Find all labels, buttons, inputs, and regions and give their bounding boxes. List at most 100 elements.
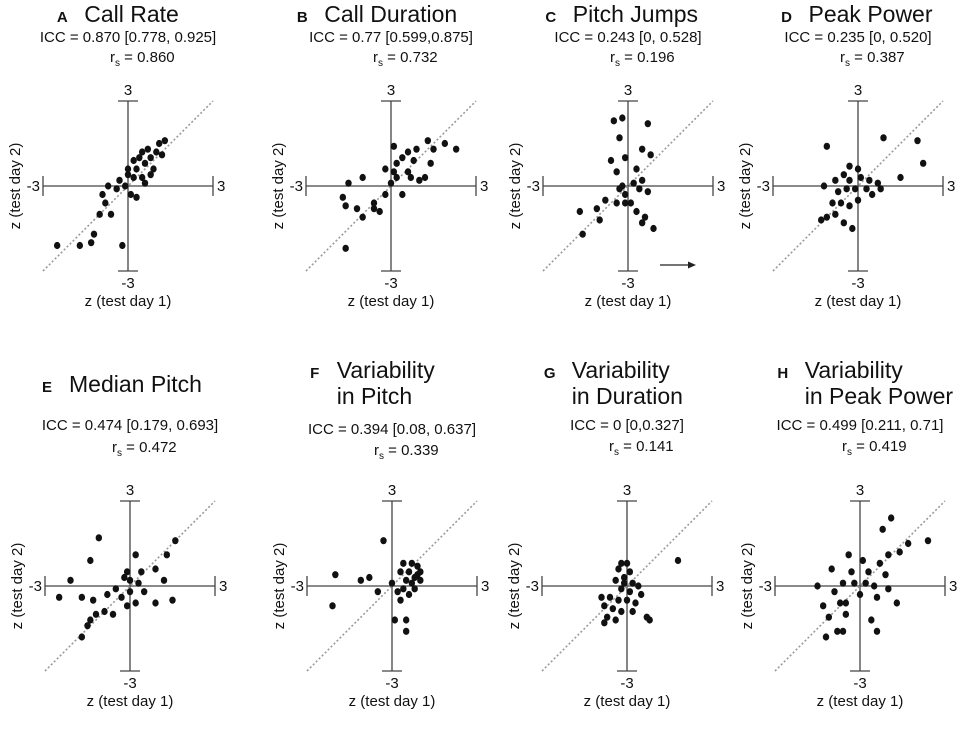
data-point bbox=[834, 627, 841, 635]
tick-label-right: 3 bbox=[949, 578, 957, 595]
data-point bbox=[391, 616, 399, 624]
data-point bbox=[863, 185, 870, 193]
data-point bbox=[862, 579, 869, 587]
data-point bbox=[410, 156, 417, 165]
data-point bbox=[633, 165, 640, 173]
rs-value: rs = 0.339 bbox=[374, 442, 439, 462]
data-point bbox=[382, 165, 389, 173]
data-point bbox=[615, 596, 622, 604]
panel-title-line-1: Variability bbox=[337, 357, 435, 383]
data-point bbox=[846, 202, 853, 210]
data-point bbox=[641, 213, 649, 221]
data-point bbox=[399, 154, 406, 162]
panel-letter: A bbox=[57, 9, 68, 26]
data-point bbox=[638, 219, 646, 227]
data-point bbox=[402, 627, 410, 635]
data-point bbox=[329, 602, 336, 610]
data-point bbox=[424, 137, 432, 145]
data-point bbox=[674, 556, 682, 565]
data-point bbox=[846, 176, 853, 184]
data-point bbox=[914, 137, 921, 145]
data-point bbox=[897, 173, 904, 182]
data-point bbox=[359, 213, 366, 221]
data-point bbox=[874, 179, 882, 187]
data-point bbox=[626, 568, 634, 576]
data-point bbox=[613, 168, 620, 176]
data-point bbox=[96, 210, 103, 218]
tick-label-bottom: -3 bbox=[385, 675, 398, 692]
data-point bbox=[126, 576, 134, 584]
icc-value: ICC = 0.77 [0.599,0.875] bbox=[309, 29, 473, 46]
data-point bbox=[147, 154, 154, 162]
data-point bbox=[854, 165, 862, 173]
data-point bbox=[394, 588, 401, 596]
data-point bbox=[851, 579, 858, 587]
data-point bbox=[393, 173, 400, 182]
data-point bbox=[163, 551, 171, 559]
data-point bbox=[118, 593, 125, 601]
data-point bbox=[130, 173, 137, 182]
tick-label-bottom: -3 bbox=[621, 275, 634, 292]
data-point bbox=[823, 142, 831, 150]
data-point bbox=[132, 551, 139, 559]
data-point bbox=[609, 605, 617, 613]
data-point bbox=[382, 190, 389, 199]
data-point bbox=[644, 188, 652, 196]
x-axis-label: z (test day 1) bbox=[87, 693, 174, 710]
data-point bbox=[598, 593, 605, 601]
data-point bbox=[109, 610, 117, 618]
data-point bbox=[825, 613, 833, 621]
data-point bbox=[380, 537, 387, 545]
data-point bbox=[623, 559, 631, 567]
tick-label-right: 3 bbox=[947, 178, 955, 195]
data-point bbox=[832, 176, 839, 184]
data-point bbox=[893, 599, 901, 607]
y-axis-label: z (test day 2) bbox=[9, 543, 26, 630]
data-point bbox=[121, 182, 129, 190]
data-point bbox=[646, 616, 653, 624]
panel-title: Median Pitch bbox=[69, 371, 202, 397]
data-point bbox=[140, 588, 148, 596]
data-point bbox=[390, 168, 398, 176]
data-point bbox=[840, 171, 848, 179]
y-axis-label: z (test day 2) bbox=[507, 143, 524, 230]
data-point bbox=[390, 142, 398, 150]
data-point bbox=[856, 590, 864, 599]
data-point bbox=[160, 576, 168, 584]
data-point bbox=[896, 548, 903, 556]
data-point bbox=[618, 607, 625, 616]
data-point bbox=[417, 576, 424, 584]
data-point bbox=[601, 619, 608, 627]
data-point bbox=[619, 114, 626, 122]
data-point bbox=[413, 145, 420, 153]
data-point bbox=[601, 602, 608, 610]
y-axis-label: z (test day 2) bbox=[270, 143, 287, 230]
data-point bbox=[158, 151, 166, 159]
data-point bbox=[427, 159, 434, 167]
data-point bbox=[612, 576, 619, 584]
tick-label-left: -3 bbox=[291, 578, 304, 595]
data-point bbox=[839, 627, 847, 635]
data-point bbox=[135, 579, 142, 587]
data-point bbox=[402, 616, 410, 624]
panel-letter: D bbox=[781, 9, 792, 26]
x-axis-label: z (test day 1) bbox=[817, 693, 904, 710]
data-point bbox=[633, 207, 640, 216]
rs-value: rs = 0.732 bbox=[373, 49, 438, 69]
data-point bbox=[837, 199, 845, 207]
tick-label-left: -3 bbox=[290, 178, 303, 195]
icc-value: ICC = 0.394 [0.08, 0.637] bbox=[308, 421, 476, 438]
tick-label-top: 3 bbox=[624, 82, 632, 99]
data-point bbox=[887, 514, 895, 522]
data-point bbox=[859, 556, 867, 565]
data-point bbox=[820, 182, 828, 190]
icc-value: ICC = 0 [0,0.327] bbox=[570, 417, 684, 434]
data-point bbox=[616, 185, 623, 193]
data-point bbox=[138, 173, 146, 182]
arrow-annotation-head bbox=[688, 261, 696, 269]
panel-title-line-2: in Duration bbox=[572, 383, 683, 409]
data-point bbox=[104, 590, 111, 599]
data-point bbox=[623, 596, 631, 604]
panel-c: C Pitch Jumps ICC = 0.243 [0, 0.528] rs = 0… bbox=[507, 1, 725, 310]
